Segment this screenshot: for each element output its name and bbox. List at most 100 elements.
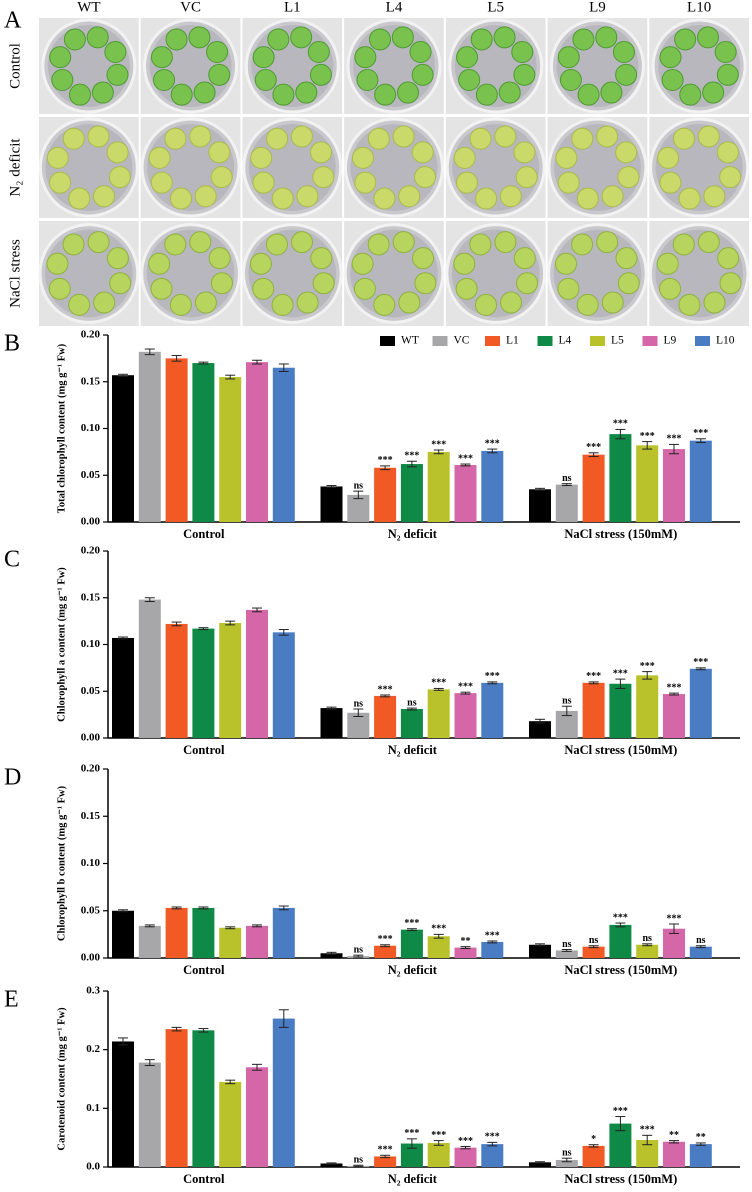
error-bar bbox=[171, 355, 182, 362]
error-bar bbox=[588, 945, 599, 949]
leaf-disc bbox=[309, 63, 332, 86]
y-tick-label: 0.20 bbox=[81, 545, 101, 557]
leaf-disc bbox=[678, 293, 701, 316]
leaf-disc bbox=[717, 247, 740, 270]
bar bbox=[582, 454, 605, 522]
leaf-disc bbox=[265, 233, 288, 256]
x-tick-label: Control bbox=[183, 527, 225, 541]
bar bbox=[374, 1156, 397, 1167]
leaf-disc bbox=[409, 41, 432, 64]
error-bar bbox=[487, 448, 498, 454]
bar bbox=[112, 910, 134, 958]
bar bbox=[374, 945, 397, 958]
bar bbox=[219, 1081, 242, 1167]
error-bar bbox=[695, 667, 706, 671]
bar bbox=[219, 927, 242, 958]
leaf-disc bbox=[206, 41, 229, 64]
leaf-disc bbox=[716, 141, 739, 164]
leaf-disc bbox=[615, 247, 638, 270]
bar bbox=[400, 709, 423, 738]
significance-label: *** bbox=[613, 668, 628, 679]
y-tick-label: 0.15 bbox=[81, 591, 101, 603]
bar bbox=[138, 351, 161, 522]
leaf-disc bbox=[267, 28, 290, 51]
bar bbox=[636, 445, 659, 522]
leaf-disc bbox=[697, 231, 720, 254]
x-tick-label: NaCl stress (150mM) bbox=[564, 527, 677, 541]
leaf-disc bbox=[697, 125, 720, 148]
leaf-disc bbox=[189, 125, 212, 148]
leaf-disc bbox=[68, 187, 91, 210]
leaf-disc bbox=[351, 146, 374, 169]
error-bar bbox=[144, 348, 155, 356]
bar bbox=[320, 486, 343, 522]
bar bbox=[609, 1123, 632, 1167]
leaf-disc bbox=[601, 185, 624, 208]
bar bbox=[555, 950, 578, 958]
significance-label: ** bbox=[669, 1130, 679, 1141]
leaf-disc bbox=[250, 146, 273, 169]
leaf-disc bbox=[373, 293, 396, 316]
error-bar bbox=[225, 374, 236, 380]
bar bbox=[663, 1141, 685, 1167]
y-tick-label: 0.15 bbox=[81, 810, 101, 822]
leaf-disc bbox=[63, 28, 86, 51]
leaf-disc bbox=[150, 46, 173, 69]
significance-label: *** bbox=[586, 442, 601, 453]
leaf-disc bbox=[210, 272, 233, 295]
error-bar bbox=[615, 922, 626, 928]
significance-label: *** bbox=[431, 1130, 446, 1141]
leaf-disc bbox=[374, 83, 397, 106]
x-tick-label: Control bbox=[183, 743, 225, 757]
leaf-disc bbox=[659, 171, 682, 194]
error-bar bbox=[460, 463, 471, 467]
error-bar bbox=[171, 621, 182, 627]
error-bar bbox=[144, 1059, 155, 1067]
error-bar bbox=[171, 1026, 182, 1032]
significance-label: *** bbox=[613, 1106, 628, 1117]
bar bbox=[192, 363, 215, 522]
x-tick-label: NaCl stress (150mM) bbox=[564, 963, 677, 977]
leaf-disc bbox=[148, 146, 171, 169]
leaf-disc bbox=[46, 252, 69, 275]
x-tick-label: NaCl stress (150mM) bbox=[564, 743, 677, 757]
leaf-disc bbox=[697, 26, 720, 49]
bar bbox=[347, 494, 370, 522]
x-tick-label: N₂ deficit bbox=[388, 743, 438, 757]
leaf-disc bbox=[354, 46, 377, 69]
leaf-disc bbox=[354, 171, 377, 194]
bar bbox=[582, 1145, 605, 1167]
leaf-disc bbox=[571, 233, 594, 256]
bar bbox=[138, 925, 161, 958]
leaf-disc bbox=[516, 272, 539, 295]
bar bbox=[192, 1030, 215, 1167]
error-bar bbox=[326, 485, 337, 488]
leaf-disc bbox=[513, 63, 536, 86]
y-tick-label: 0.2 bbox=[86, 1043, 100, 1055]
significance-label: * bbox=[591, 1134, 596, 1145]
error-bar bbox=[198, 627, 209, 631]
column-label: VC bbox=[180, 0, 201, 15]
significance-label: ns bbox=[642, 933, 652, 944]
leaf-disc bbox=[271, 293, 294, 316]
x-tick-label: N₂ deficit bbox=[388, 527, 438, 541]
error-bar bbox=[225, 1079, 236, 1085]
leaf-disc bbox=[295, 81, 318, 104]
legend-swatch bbox=[537, 336, 553, 346]
error-bar bbox=[252, 359, 262, 365]
bar bbox=[427, 936, 450, 958]
leaf-disc bbox=[674, 28, 697, 51]
leaf-disc bbox=[164, 127, 187, 150]
leaf-disc bbox=[412, 247, 435, 270]
bar bbox=[138, 599, 161, 738]
bar bbox=[320, 1163, 343, 1167]
bar bbox=[112, 1041, 134, 1167]
significance-label: *** bbox=[485, 1132, 500, 1143]
bar bbox=[165, 1029, 188, 1167]
error-bar bbox=[535, 487, 545, 491]
leaf-disc bbox=[703, 291, 726, 314]
bar bbox=[246, 1067, 268, 1167]
bar bbox=[529, 1162, 551, 1167]
leaf-disc bbox=[271, 187, 294, 210]
leaf-disc bbox=[296, 185, 319, 208]
